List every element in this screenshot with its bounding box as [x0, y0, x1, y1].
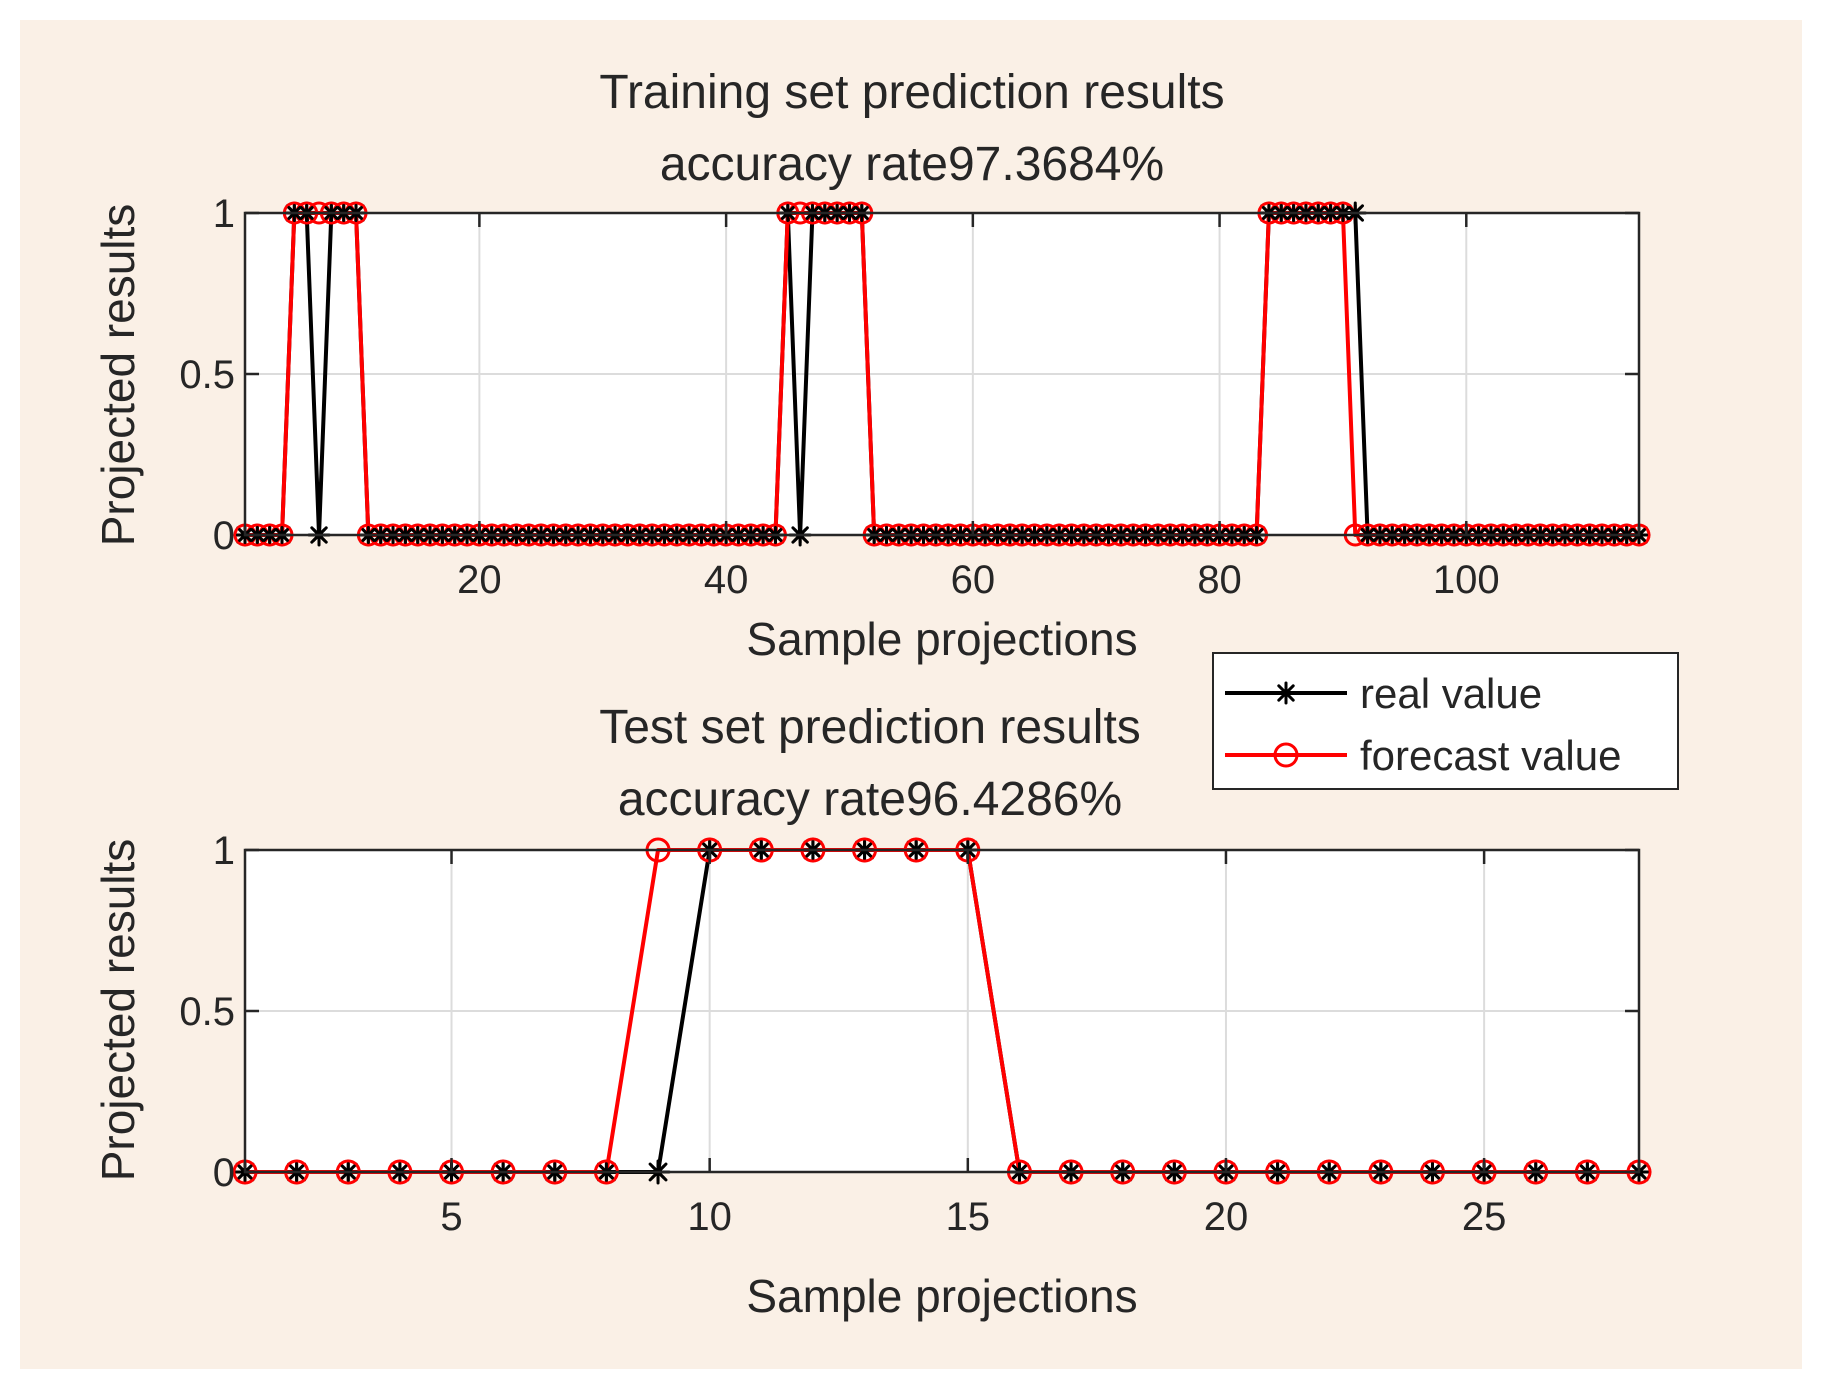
test-xtick-label-1: 10: [687, 1195, 732, 1239]
test-xlabel: Sample projections: [746, 1270, 1137, 1322]
test-title-line1: Test set prediction results: [599, 701, 1141, 754]
legend-forecast-marker: [1273, 742, 1299, 768]
training-title-line2: accuracy rate97.3684%: [660, 138, 1164, 191]
test-xtick-label-4: 25: [1462, 1195, 1507, 1239]
legend-real-label: real value: [1360, 670, 1542, 717]
training-ytick-label-0: 0: [213, 514, 235, 558]
training-ylabel: Projected results: [92, 204, 144, 547]
legend-forecast-circle: [1273, 742, 1299, 768]
training-title-line1: Training set prediction results: [599, 66, 1224, 119]
training-xtick-label-4: 100: [1433, 558, 1500, 602]
training-xtick-label-1: 40: [704, 558, 749, 602]
training-xtick-label-3: 80: [1197, 558, 1242, 602]
test-title-line2: accuracy rate96.4286%: [618, 773, 1122, 826]
test-plot-area: [232, 837, 1652, 1185]
test-xtick-label-3: 20: [1204, 1195, 1249, 1239]
test-xtick-label-0: 5: [440, 1195, 462, 1239]
training-xtick-label-0: 20: [457, 558, 502, 602]
training-xlabel: Sample projections: [746, 613, 1137, 665]
legend-forecast-label: forecast value: [1360, 732, 1621, 779]
training-ytick-label-1: 0.5: [179, 353, 235, 397]
training-ytick-label-2: 1: [213, 192, 235, 236]
training-plot-area: [233, 201, 1651, 547]
legend-real-marker: [1274, 681, 1298, 705]
training-subplot: Training set prediction results accuracy…: [92, 66, 1651, 665]
legend: real value forecast value: [1212, 652, 1679, 790]
training-xtick-label-2: 60: [951, 558, 996, 602]
test-ylabel: Projected results: [92, 839, 144, 1182]
test-xtick-label-2: 15: [946, 1195, 991, 1239]
test-ytick-label-2: 1: [213, 829, 235, 873]
legend-real-asterisk: [1274, 681, 1298, 705]
test-ytick-label-0: 0: [213, 1151, 235, 1195]
legend-box: [1212, 652, 1679, 790]
test-subplot: Test set prediction results accuracy rat…: [92, 701, 1652, 1322]
test-ytick-label-1: 0.5: [179, 990, 235, 1034]
